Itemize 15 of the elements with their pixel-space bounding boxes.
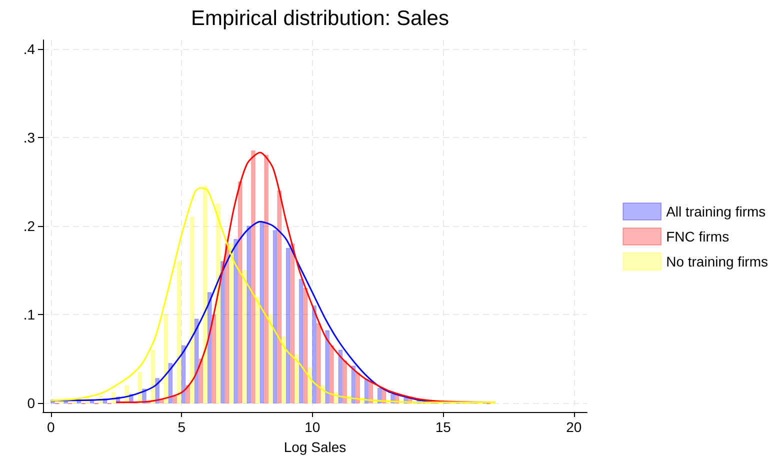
y-tick-label: .4 — [23, 40, 36, 57]
x-tick-label: 5 — [178, 419, 186, 435]
x-tick-label: 10 — [304, 419, 320, 435]
y-tick-label: .1 — [23, 306, 36, 323]
y-tick-label: .3 — [23, 129, 36, 146]
y-tick-label: 0 — [27, 395, 36, 412]
x-tick-label: 0 — [46, 419, 55, 435]
legend-label: FNC firms — [666, 228, 730, 244]
legend-label: All training firms — [666, 204, 766, 220]
x-axis-title: Log Sales — [284, 439, 346, 455]
x-tick-label: 20 — [566, 419, 582, 435]
x-tick-label: 15 — [435, 419, 452, 435]
chart-title: Empirical distribution: Sales — [191, 7, 449, 30]
legend-label: No training firms — [666, 254, 768, 270]
y-tick-label: .2 — [23, 218, 36, 234]
